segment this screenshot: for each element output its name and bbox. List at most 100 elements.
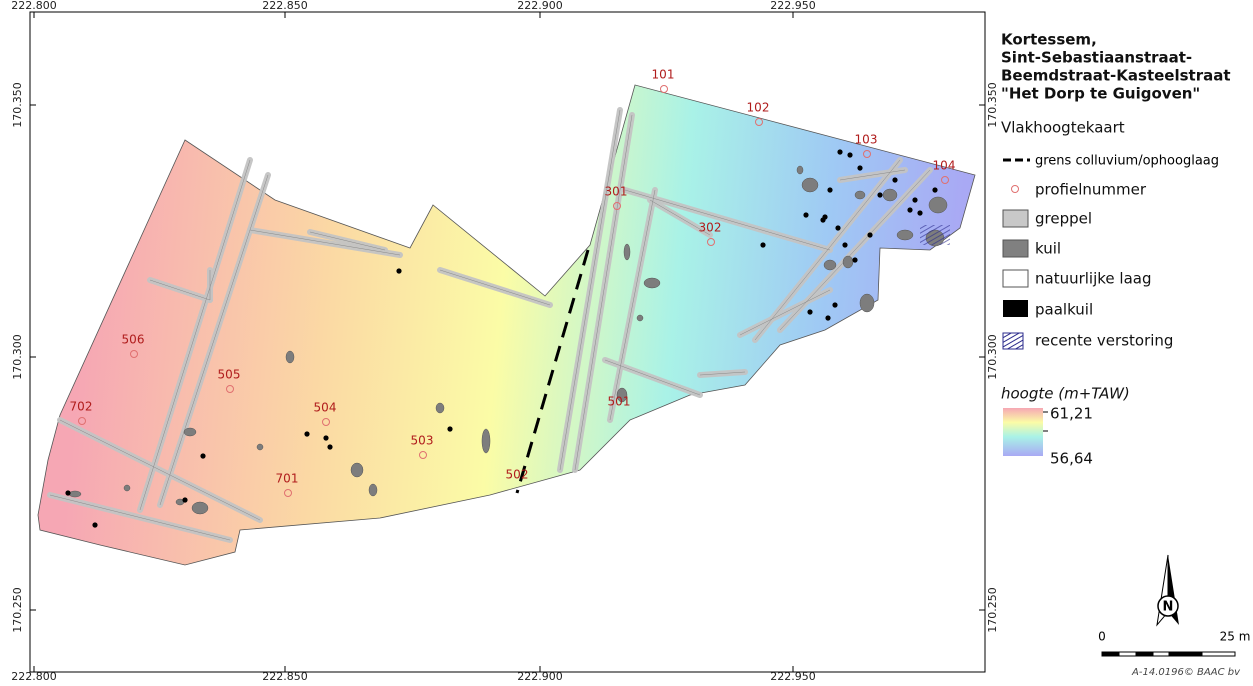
legend-title: Sint-Sebastiaanstraat- xyxy=(1001,49,1192,67)
elevation-ramp xyxy=(1003,408,1043,456)
profile-label: 503 xyxy=(411,434,434,448)
pit xyxy=(257,444,263,450)
pit xyxy=(644,278,660,288)
scale-start: 0 xyxy=(1098,630,1106,644)
profile-label: 702 xyxy=(70,400,93,414)
legend-label: natuurlijke laag xyxy=(1035,270,1151,288)
pit xyxy=(802,178,818,192)
y-coord-label: 170.250 xyxy=(986,587,999,633)
y-coord-label: 170.350 xyxy=(986,82,999,128)
pit xyxy=(482,429,490,453)
y-coord-label: 170.300 xyxy=(986,334,999,380)
pit xyxy=(69,491,81,497)
map-figure: 101 102 103 104 301 302 501 502 503 504 505 506 701 7… xyxy=(0,0,1253,682)
posthole xyxy=(892,177,897,182)
posthole xyxy=(803,212,808,217)
north-arrow xyxy=(1157,555,1179,625)
pit xyxy=(929,197,947,213)
legend: Kortessem, Sint-Sebastiaanstraat- Beemds… xyxy=(1001,31,1231,103)
legend-label: recente verstoring xyxy=(1035,332,1173,350)
posthole xyxy=(827,187,832,192)
posthole xyxy=(822,214,827,219)
pit xyxy=(843,256,853,268)
legend-label: kuil xyxy=(1035,240,1061,258)
legend-label: grens colluvium/ophooglaag xyxy=(1035,154,1219,169)
posthole xyxy=(847,152,852,157)
legend-title: "Het Dorp te Guigoven" xyxy=(1001,85,1200,103)
profile-label: 701 xyxy=(276,472,299,486)
credit: A-14.0196© BAAC bv xyxy=(1131,667,1241,678)
pit xyxy=(860,294,874,312)
profile-label: 302 xyxy=(699,221,722,235)
pit xyxy=(897,230,913,240)
legend-swatch xyxy=(1003,270,1028,287)
pit xyxy=(124,485,130,491)
pit xyxy=(637,315,643,321)
pit xyxy=(192,502,208,514)
page: 101 102 103 104 301 302 501 502 503 504 505 506 701 7… xyxy=(0,0,1253,686)
pit xyxy=(436,403,444,413)
pit xyxy=(824,260,836,270)
pit xyxy=(883,189,897,201)
profile-label: 502 xyxy=(506,468,529,482)
posthole xyxy=(65,490,70,495)
elevation-title: hoogte (m+TAW) xyxy=(1001,385,1130,403)
posthole xyxy=(832,302,837,307)
profile-label: 104 xyxy=(933,159,956,173)
x-coord-label: 222.800 xyxy=(11,0,57,12)
profile-label: 505 xyxy=(218,368,241,382)
pit xyxy=(184,428,196,436)
legend-swatch xyxy=(1003,300,1028,317)
posthole xyxy=(877,192,882,197)
elevation-min: 56,64 xyxy=(1050,450,1093,468)
profile-label: 101 xyxy=(652,68,675,82)
profile-label: 506 xyxy=(122,333,145,347)
posthole xyxy=(842,242,847,247)
posthole xyxy=(92,522,97,527)
posthole xyxy=(200,453,205,458)
x-coord-label: 222.850 xyxy=(262,0,308,12)
legend-label: profielnummer xyxy=(1035,181,1147,199)
posthole xyxy=(912,197,917,202)
posthole xyxy=(917,210,922,215)
scale-bar xyxy=(1102,652,1235,656)
posthole xyxy=(447,426,452,431)
posthole xyxy=(835,225,840,230)
x-coord-label: 222.950 xyxy=(770,0,816,12)
legend-title: Beemdstraat-Kasteelstraat xyxy=(1001,67,1231,85)
y-coord-label: 170.250 xyxy=(11,587,24,633)
legend-swatch xyxy=(1003,333,1023,349)
posthole xyxy=(182,497,187,502)
pit xyxy=(286,351,294,363)
posthole xyxy=(852,257,857,262)
posthole xyxy=(304,431,309,436)
legend-title: Kortessem, xyxy=(1001,31,1097,49)
posthole xyxy=(807,309,812,314)
profile-label: 501 xyxy=(608,395,631,409)
posthole xyxy=(323,435,328,440)
x-coord-label: 222.900 xyxy=(517,0,563,12)
profile-label: 504 xyxy=(314,401,337,415)
pit xyxy=(797,166,803,174)
posthole xyxy=(396,268,401,273)
legend-swatch xyxy=(1003,240,1028,257)
elevation-max: 61,21 xyxy=(1050,405,1093,423)
profile-label: 301 xyxy=(605,185,628,199)
legend-label: paalkuil xyxy=(1035,301,1093,319)
posthole xyxy=(327,444,332,449)
posthole xyxy=(932,187,937,192)
scale-end: 25 m xyxy=(1220,630,1251,644)
posthole xyxy=(825,315,830,320)
pit xyxy=(855,191,865,199)
legend-subtitle: Vlakhoogtekaart xyxy=(1001,119,1125,137)
pit xyxy=(369,484,377,496)
y-coord-label: 170.350 xyxy=(11,82,24,128)
profile-label: 103 xyxy=(855,133,878,147)
legend-swatch xyxy=(1003,210,1028,227)
profile-label: 102 xyxy=(747,101,770,115)
posthole xyxy=(867,232,872,237)
pit xyxy=(351,463,363,477)
recent-disturbance xyxy=(920,225,950,245)
legend-label: greppel xyxy=(1035,210,1092,228)
posthole xyxy=(857,165,862,170)
